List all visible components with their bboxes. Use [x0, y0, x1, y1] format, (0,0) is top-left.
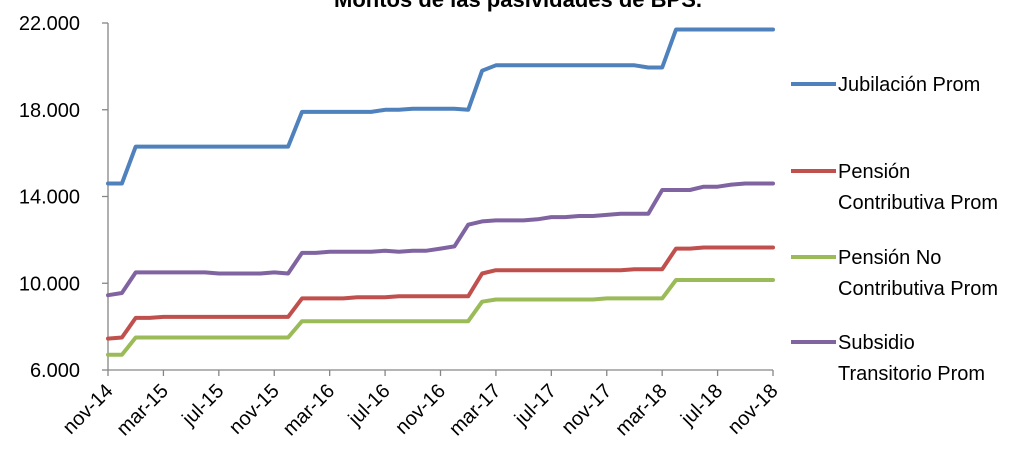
- x-tick-label: jul-16: [344, 380, 395, 431]
- x-tick-label: mar-18: [611, 380, 671, 440]
- series-line-1: [106, 27, 775, 186]
- legend-label-4: Transitorio Prom: [838, 363, 985, 385]
- legend-label-3: Contributiva Prom: [838, 278, 998, 300]
- x-tick-label: mar-16: [279, 380, 339, 440]
- series-line-3: [106, 278, 775, 357]
- y-tick-label: 10.000: [19, 273, 80, 295]
- x-tick-label: jul-15: [178, 380, 229, 431]
- y-tick-label: 14.000: [19, 187, 80, 209]
- axes: 6.00010.00014.00018.00022.000nov-14mar-1…: [19, 13, 783, 440]
- series-line-4: [106, 181, 775, 298]
- x-tick-label: nov-16: [391, 380, 450, 439]
- y-tick-label: 18.000: [19, 100, 80, 122]
- x-tick-label: nov-15: [225, 380, 284, 439]
- x-tick-label: jul-18: [676, 380, 727, 431]
- x-tick-label: jul-17: [510, 380, 561, 431]
- y-tick-label: 22.000: [19, 13, 80, 35]
- chart-title: Montos de las pasividades de BPS.: [334, 0, 702, 12]
- y-tick-label: 6.000: [30, 360, 80, 382]
- legend: Jubilación Prom Pensión Contributiva Prom P…: [791, 74, 998, 385]
- series-line-2: [106, 245, 775, 341]
- legend-label-2: Contributiva Prom: [838, 192, 998, 214]
- series-layer: [106, 27, 775, 357]
- legend-label-3: Pensión No: [838, 247, 941, 269]
- x-tick-label: nov-17: [557, 380, 616, 439]
- legend-label-2: Pensión: [838, 161, 910, 183]
- x-tick-label: mar-17: [445, 380, 505, 440]
- x-tick-label: mar-15: [113, 380, 173, 440]
- legend-label-4: Subsidio: [838, 332, 915, 354]
- x-tick-label: nov-18: [724, 380, 783, 439]
- legend-label-1: Jubilación Prom: [838, 74, 980, 96]
- x-tick-label: nov-14: [59, 380, 118, 439]
